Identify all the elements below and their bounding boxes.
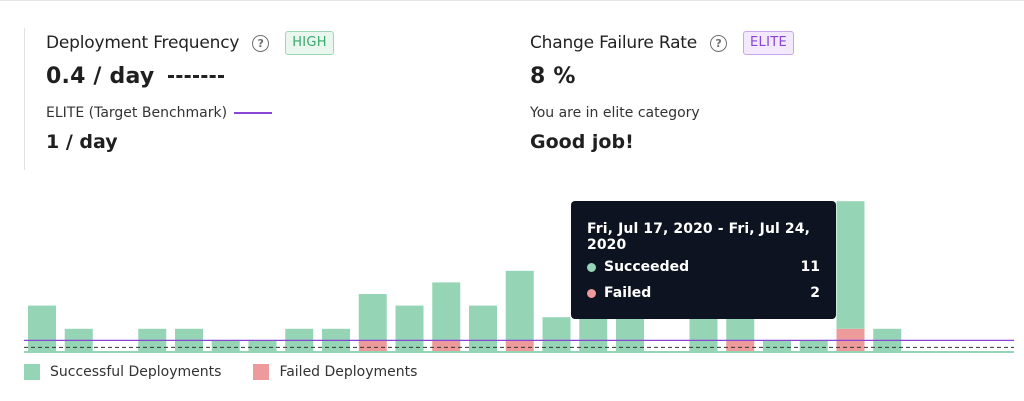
success-bar [542, 317, 571, 352]
success-bar [432, 282, 461, 341]
elite-badge: ELITE [743, 31, 794, 55]
failed-bar [505, 340, 534, 352]
success-swatch-icon [24, 364, 40, 380]
failed-bar [358, 340, 387, 352]
tooltip-title: Fri, Jul 17, 2020 - Fri, Jul 24, 2020 [587, 221, 811, 253]
benchmark-label: ELITE (Target Benchmark) [46, 105, 228, 121]
legend-item-failed[interactable]: Failed Deployments [253, 364, 417, 380]
deployment-frequency-title: Deployment Frequency [46, 33, 240, 53]
help-icon[interactable]: ? [252, 34, 270, 52]
tooltip-succeeded-label: Succeeded [604, 259, 690, 275]
success-bar [248, 340, 277, 352]
success-bar [28, 305, 56, 352]
good-job-message: Good job! [530, 131, 634, 153]
succeeded-dot-icon [587, 262, 596, 272]
tooltip-row-failed: Failed 2 [587, 285, 820, 301]
chart-tooltip: Fri, Jul 17, 2020 - Fri, Jul 24, 2020 Su… [571, 201, 836, 319]
success-bar [505, 270, 534, 341]
tooltip-failed-label: Failed [604, 285, 652, 301]
current-value-dash-line [168, 74, 225, 78]
change-failure-rate-title: Change Failure Rate [530, 33, 698, 53]
success-bar [395, 305, 424, 352]
change-failure-rate-value: 8 % [530, 63, 576, 89]
success-bar [799, 340, 828, 352]
deployment-frequency-panel: Deployment Frequency ? HIGH 0.4 / day EL… [46, 30, 486, 155]
high-badge: HIGH [285, 31, 334, 55]
failed-bar [432, 340, 461, 352]
vertical-divider [24, 28, 25, 170]
top-divider [0, 0, 1024, 1]
benchmark-value: 1 / day [46, 131, 118, 153]
benchmark-line-swatch [234, 112, 273, 114]
legend-failed-label: Failed Deployments [279, 364, 418, 380]
success-bar [689, 317, 718, 352]
legend-successful-label: Successful Deployments [50, 364, 222, 380]
change-failure-rate-panel: Change Failure Rate ? ELITE 8 % You are … [530, 30, 970, 155]
failed-swatch-icon [253, 364, 270, 380]
failed-dot-icon [587, 288, 596, 298]
success-bar [836, 201, 865, 329]
tooltip-row-succeeded: Succeeded 11 [587, 259, 820, 275]
tooltip-failed-value: 2 [810, 285, 820, 301]
category-text: You are in elite category [530, 105, 700, 121]
deployment-frequency-value: 0.4 / day [46, 63, 155, 89]
help-icon[interactable]: ? [710, 34, 728, 52]
success-bar [469, 305, 497, 352]
failed-bar [726, 340, 755, 352]
tooltip-succeeded-value: 11 [800, 259, 820, 275]
success-bar [211, 340, 240, 352]
success-bar [579, 317, 608, 352]
success-bar [358, 294, 387, 341]
success-bar [616, 317, 644, 352]
success-bar [763, 340, 791, 352]
deployments-bar-chart [24, 201, 1014, 353]
chart-legend: Successful Deployments Failed Deployment… [24, 364, 449, 380]
legend-item-successful[interactable]: Successful Deployments [24, 364, 221, 380]
